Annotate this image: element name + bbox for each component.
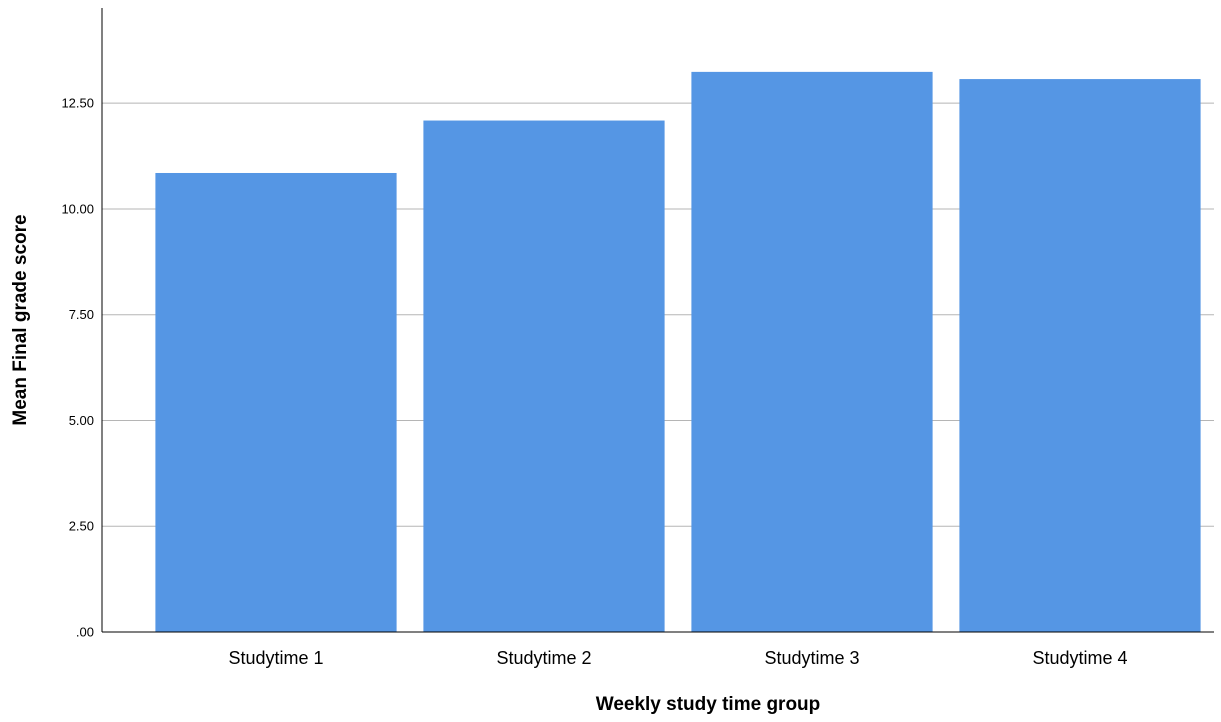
x-tick-label: Studytime 1	[228, 648, 323, 668]
y-tick-label: 5.00	[69, 413, 94, 428]
bar	[155, 172, 397, 632]
x-tick-label: Studytime 3	[764, 648, 859, 668]
y-tick-label: 12.50	[61, 96, 94, 111]
y-tick-label: 7.50	[69, 307, 94, 322]
bar	[691, 71, 933, 632]
bar	[959, 79, 1201, 633]
x-axis-title: Weekly study time group	[596, 694, 821, 715]
y-tick-label: .00	[76, 625, 94, 640]
x-tick-label: Studytime 4	[1032, 648, 1127, 668]
bars	[155, 71, 1201, 633]
y-tick-labels: .00 2.50 5.00 7.50 10.00 12.50	[61, 96, 94, 640]
x-tick-labels: Studytime 1 Studytime 2 Studytime 3 Studyti…	[228, 648, 1127, 668]
y-tick-label: 10.00	[61, 201, 94, 216]
bar	[423, 120, 665, 632]
y-tick-label: 2.50	[69, 519, 94, 534]
y-axis-title: Mean Final grade score	[10, 214, 31, 425]
x-tick-label: Studytime 2	[496, 648, 591, 668]
